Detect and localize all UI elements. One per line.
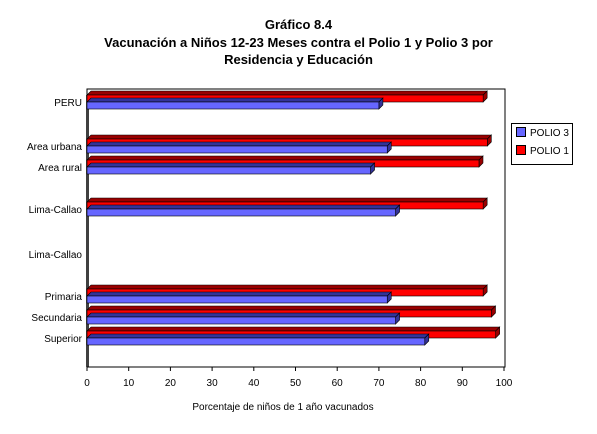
bar-polio1-top bbox=[86, 284, 488, 290]
bar-polio3 bbox=[86, 101, 380, 110]
category-label: Primaria bbox=[45, 292, 83, 303]
category-label: Lima-Callao bbox=[29, 205, 83, 216]
bar-polio3-top bbox=[86, 141, 392, 147]
legend-item-polio1: POLIO 1 bbox=[516, 145, 569, 158]
category-label: PERU bbox=[54, 98, 82, 109]
bar-polio1-top bbox=[86, 155, 484, 161]
x-tick-label: 100 bbox=[496, 378, 513, 389]
x-tick-label: 50 bbox=[290, 378, 302, 389]
legend-label-polio1: POLIO 1 bbox=[530, 146, 569, 157]
bar-polio3-top bbox=[86, 204, 401, 210]
chart-title-line3: Residencia y Educación bbox=[224, 52, 373, 67]
bar-polio3 bbox=[86, 208, 396, 217]
x-tick-label: 60 bbox=[332, 378, 344, 389]
category-label: Lima-Callao bbox=[29, 250, 83, 261]
x-tick-label: 40 bbox=[248, 378, 260, 389]
legend-swatch-polio3 bbox=[516, 127, 526, 138]
x-tick-label: 90 bbox=[457, 378, 469, 389]
x-tick-label: 30 bbox=[207, 378, 219, 389]
category-label: Area urbana bbox=[27, 142, 82, 153]
x-axis-title: Porcentaje de niños de 1 año vacunados bbox=[192, 402, 374, 413]
bar-polio1-top bbox=[86, 134, 493, 140]
legend-swatch-polio1 bbox=[516, 145, 526, 156]
bar-polio3 bbox=[86, 337, 426, 346]
legend-item-polio3: POLIO 3 bbox=[516, 127, 569, 140]
bar-polio3 bbox=[86, 295, 388, 304]
x-tick-label: 80 bbox=[415, 378, 427, 389]
y-axis-wall bbox=[86, 95, 89, 367]
x-tick-label: 10 bbox=[123, 378, 135, 389]
x-tick-label: 0 bbox=[84, 378, 90, 389]
bar-polio3 bbox=[86, 166, 371, 175]
legend-label-polio3: POLIO 3 bbox=[530, 128, 569, 139]
bar-polio3-top bbox=[86, 333, 430, 339]
bar-polio1-top bbox=[86, 90, 488, 96]
x-tick-label: 70 bbox=[373, 378, 385, 389]
bar-polio3-top bbox=[86, 312, 401, 318]
chart-title-line2: Vacunación a Niños 12-23 Meses contra el… bbox=[104, 35, 493, 50]
x-tick-label: 20 bbox=[165, 378, 177, 389]
bar-polio3 bbox=[86, 145, 388, 154]
category-label: Area rural bbox=[38, 163, 82, 174]
bar-polio3-top bbox=[86, 97, 384, 103]
category-label: Secundaria bbox=[31, 313, 82, 324]
bar-polio1-top bbox=[86, 326, 501, 332]
bar-polio3-top bbox=[86, 291, 392, 297]
bar-polio3-top bbox=[86, 162, 376, 168]
bar-polio3 bbox=[86, 316, 396, 325]
bar-polio1-top bbox=[86, 305, 497, 311]
chart-title-line1: Gráfico 8.4 bbox=[264, 17, 333, 32]
plot-area bbox=[86, 88, 506, 368]
bar-polio1-top bbox=[86, 197, 488, 203]
chart-legend: POLIO 3 POLIO 1 bbox=[511, 123, 573, 165]
category-label: Superior bbox=[44, 334, 82, 345]
